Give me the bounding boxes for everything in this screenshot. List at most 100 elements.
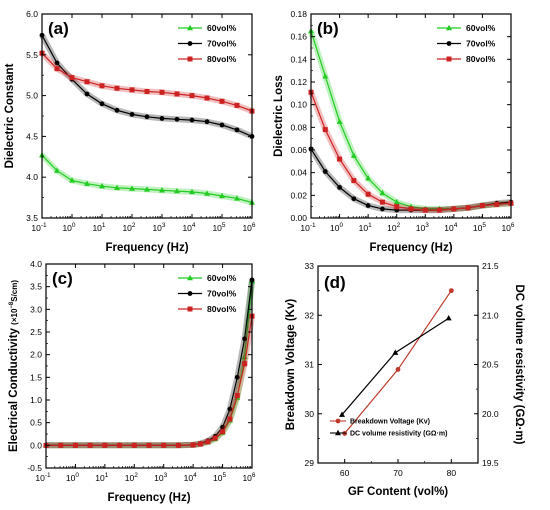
series-line bbox=[310, 91, 512, 211]
series-70vol% bbox=[43, 277, 255, 449]
data-point bbox=[198, 441, 203, 447]
x-tick-label: 103 bbox=[152, 222, 165, 233]
y-tick-label: 0.12 bbox=[290, 77, 307, 87]
y2-tick-label: 19.5 bbox=[482, 458, 499, 468]
y-tick-label: -0.5 bbox=[27, 463, 42, 473]
x-tick-label: 102 bbox=[387, 222, 400, 233]
data-point bbox=[117, 442, 123, 448]
x-tick-label: 102 bbox=[122, 222, 135, 233]
y-tick-label: 32 bbox=[305, 310, 315, 320]
y-tick-label: 0.18 bbox=[290, 9, 307, 19]
y-axis-label-tail: S/cm) bbox=[10, 280, 19, 302]
panel-label: (c) bbox=[52, 269, 73, 288]
y-axis-label: Dielectric Loss bbox=[273, 75, 285, 157]
data-point bbox=[174, 187, 180, 194]
chart-panel-d: 60 70 80 29 30 31 32 33 19.5 20.0 20.5 21.0 21.5 GF C… bbox=[285, 261, 525, 498]
legend: 60vol% 70vol% 80vol% bbox=[178, 23, 237, 64]
y-tick-label: 0.5 bbox=[30, 418, 42, 428]
legend-marker bbox=[187, 24, 193, 31]
y2-axis-label: DC volume resistivity (GΩ·m) bbox=[513, 284, 525, 444]
data-point bbox=[129, 87, 135, 93]
data-point bbox=[448, 288, 454, 294]
series-70vol% bbox=[39, 32, 255, 140]
data-point bbox=[159, 187, 165, 193]
data-point bbox=[84, 180, 90, 186]
data-point bbox=[161, 442, 167, 448]
legend-marker bbox=[187, 291, 193, 296]
y2-tick-label: 21.5 bbox=[482, 261, 499, 271]
data-point bbox=[393, 198, 400, 205]
data-point bbox=[175, 442, 181, 448]
x-tick-label: 100 bbox=[330, 222, 343, 233]
x-tick-label: 10-1 bbox=[300, 222, 316, 233]
x-tick-label: 103 bbox=[154, 472, 167, 483]
data-point bbox=[174, 91, 180, 97]
y-tick-label: 1.5 bbox=[30, 372, 42, 382]
legend-label: 70vol% bbox=[207, 289, 237, 299]
legend-marker bbox=[446, 41, 452, 46]
y-tick-label: 5.0 bbox=[26, 91, 38, 101]
data-point bbox=[219, 192, 225, 199]
data-point bbox=[129, 185, 135, 191]
data-point bbox=[220, 424, 225, 430]
legend-label: DC volume resistivity (GΩ·m) bbox=[350, 431, 447, 438]
legend-label: 70vol% bbox=[207, 39, 237, 49]
data-point bbox=[114, 107, 120, 113]
legend-marker bbox=[187, 41, 193, 46]
data-point bbox=[437, 207, 443, 213]
x-axis-label: GF Content (vol%) bbox=[348, 486, 448, 498]
y-tick-label: 3.5 bbox=[26, 213, 38, 223]
legend-label: 80vol% bbox=[207, 304, 237, 314]
data-point bbox=[351, 178, 357, 184]
legend-label: 60vol% bbox=[207, 23, 237, 33]
y-tick-label: 2.5 bbox=[30, 327, 42, 337]
chart-panel-c: 10-1 100 101 102 103 104 105 106 -0.5 0.0 0.5 1.0 1.… bbox=[8, 259, 256, 504]
data-point bbox=[102, 442, 108, 448]
data-point bbox=[242, 336, 248, 342]
y-axis-label-exp: −8 bbox=[9, 301, 15, 309]
y-axis-label: Breakdown Voltage (Kv) bbox=[285, 299, 297, 431]
x-tick-label: 10-1 bbox=[35, 472, 51, 483]
chart-panel-a: 10-1 100 101 102 103 104 105 106 3.5 4.0 4.5 5.0 5.5… bbox=[4, 9, 256, 254]
data-point bbox=[84, 79, 90, 85]
x-axis-label: Frequency (Hz) bbox=[369, 242, 452, 254]
y-tick-label: 31 bbox=[305, 360, 315, 370]
y-tick-label: 4.0 bbox=[26, 172, 38, 182]
legend-marker bbox=[187, 56, 193, 62]
data-point bbox=[337, 185, 342, 190]
legend-marker bbox=[446, 56, 452, 62]
data-point bbox=[339, 411, 345, 417]
y-axis-label-main: Electrical Conductivity bbox=[8, 327, 20, 452]
data-point bbox=[144, 186, 150, 192]
data-point bbox=[322, 169, 328, 174]
data-point bbox=[69, 75, 75, 81]
legend-marker bbox=[187, 306, 193, 312]
y-tick-label: 0.04 bbox=[290, 168, 307, 178]
y2-tick-label: 21.0 bbox=[482, 310, 499, 320]
data-point bbox=[220, 429, 226, 435]
series-DC volume resistivity (GΩ·m) bbox=[339, 315, 452, 417]
data-point bbox=[365, 175, 372, 181]
series-line bbox=[341, 317, 450, 416]
data-point bbox=[395, 367, 401, 372]
x-axis-label: Frequency (Hz) bbox=[107, 492, 190, 504]
data-point bbox=[379, 199, 385, 205]
x-tick-label: 100 bbox=[66, 472, 79, 483]
data-point bbox=[234, 127, 240, 133]
y-tick-label: 4.5 bbox=[26, 131, 38, 141]
data-point bbox=[337, 156, 343, 162]
y-axis-label: Dielectric Constant bbox=[4, 63, 16, 168]
panel-label: (b) bbox=[317, 19, 339, 38]
data-point bbox=[190, 442, 196, 448]
data-point bbox=[54, 167, 60, 173]
y-tick-label: 33 bbox=[305, 261, 315, 271]
data-point bbox=[87, 442, 93, 448]
data-point bbox=[494, 201, 500, 207]
series-glow bbox=[308, 91, 512, 214]
data-point bbox=[159, 116, 165, 121]
y-tick-label: 30 bbox=[305, 409, 315, 419]
data-point bbox=[159, 89, 165, 95]
x-tick-label: 103 bbox=[416, 222, 429, 233]
legend-marker bbox=[335, 418, 341, 424]
legend-label: Breakdown Voltage (Kv) bbox=[350, 419, 430, 426]
